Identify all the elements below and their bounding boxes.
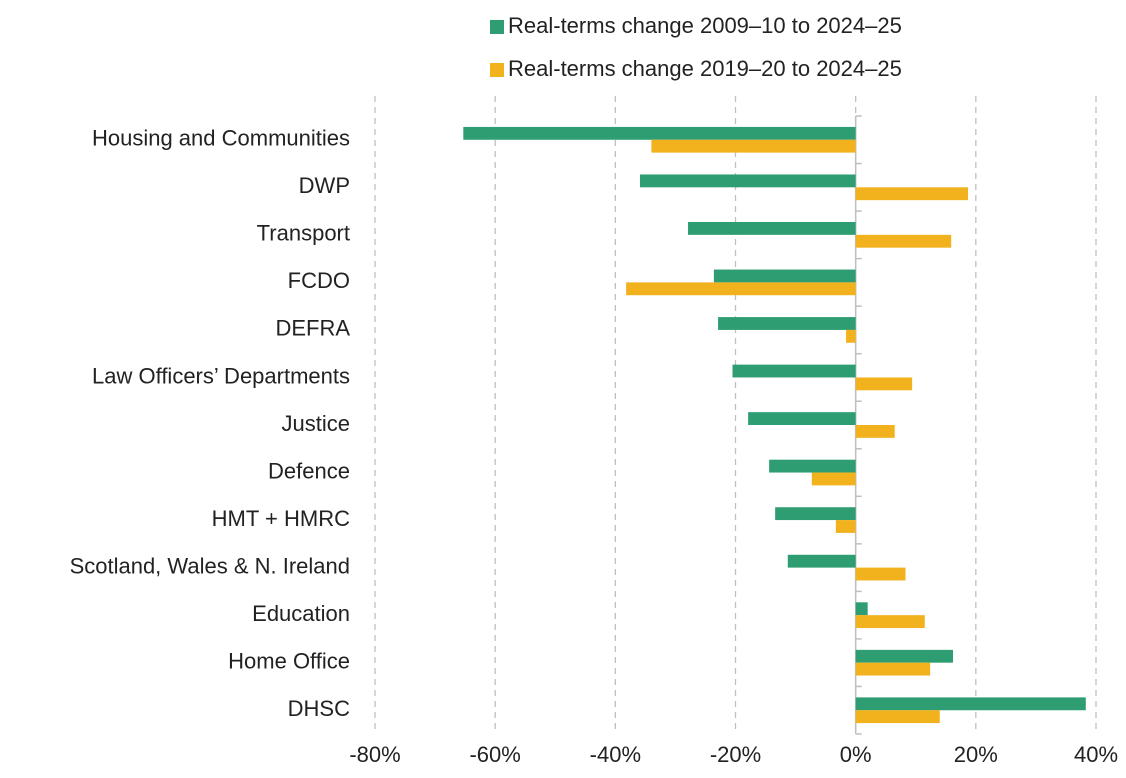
y-tick-label: Scotland, Wales & N. Ireland: [70, 553, 350, 578]
bar: [732, 364, 856, 378]
x-tick-label: -40%: [590, 742, 641, 767]
x-tick-label: -20%: [710, 742, 761, 767]
bar: [651, 139, 856, 153]
bar: [718, 317, 856, 330]
legend-swatch: [490, 63, 504, 77]
x-tick-label: 0%: [840, 742, 872, 767]
bar: [787, 554, 856, 568]
x-tick-label: 20%: [954, 742, 998, 767]
bar: [463, 126, 856, 140]
bar: [855, 697, 1086, 711]
bar: [855, 710, 940, 724]
legend-label: Real-terms change 2009–10 to 2024–25: [508, 13, 902, 38]
y-tick-label: DHSC: [288, 696, 350, 721]
bar: [713, 269, 856, 283]
legend-swatch: [490, 20, 504, 34]
bar: [855, 234, 952, 248]
bar: [855, 615, 925, 628]
bar: [748, 412, 856, 425]
y-tick-label: Law Officers’ Departments: [92, 363, 350, 388]
bar: [855, 602, 868, 616]
y-tick-label: FCDO: [288, 268, 350, 293]
y-tick-label: DEFRA: [275, 316, 350, 341]
bar: [855, 649, 954, 663]
bar: [775, 507, 856, 521]
x-tick-label: -80%: [349, 742, 400, 767]
bar: [811, 472, 856, 486]
bar: [855, 425, 895, 438]
x-tick-label: 40%: [1074, 742, 1118, 767]
bar: [846, 329, 856, 343]
y-tick-label: Justice: [282, 411, 350, 436]
y-tick-label: Home Office: [228, 649, 350, 674]
bar: [855, 567, 906, 581]
bar: [855, 187, 969, 201]
bar: [688, 222, 856, 235]
y-tick-label: Transport: [257, 221, 350, 246]
y-tick-label: Education: [252, 601, 350, 626]
bar: [769, 459, 856, 473]
y-tick-label: Housing and Communities: [92, 126, 350, 151]
x-tick-label: -60%: [469, 742, 520, 767]
y-tick-label: HMT + HMRC: [212, 506, 350, 531]
y-tick-label: DWP: [299, 173, 350, 198]
y-tick-label: Defence: [268, 458, 350, 483]
bar: [855, 377, 913, 391]
bar: [639, 174, 856, 188]
bar: [855, 662, 931, 676]
bar: [835, 520, 856, 533]
legend-label: Real-terms change 2019–20 to 2024–25: [508, 56, 902, 81]
bar: [626, 282, 856, 296]
